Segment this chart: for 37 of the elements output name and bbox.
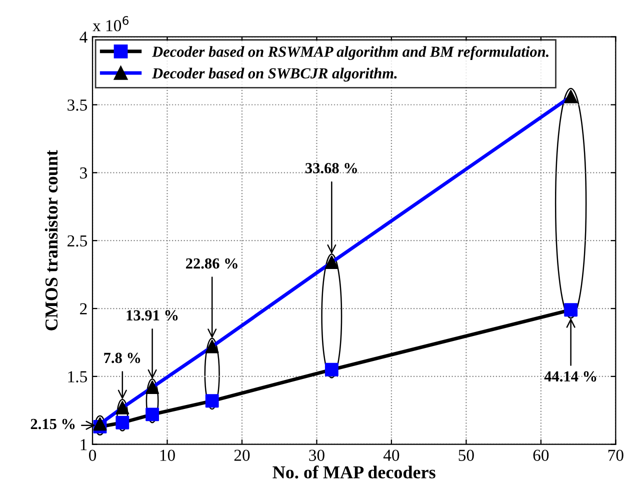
x-tick-label: 30 (309, 450, 324, 461)
x-tick-label: 20 (234, 450, 250, 461)
point (324, 362, 338, 376)
y-tick-label: 4 (80, 32, 88, 43)
annotation: 33.68 % (306, 162, 357, 174)
point (564, 90, 578, 104)
annotation: 22.86 % (186, 258, 238, 269)
point (205, 340, 219, 354)
point (324, 256, 338, 270)
point (564, 303, 578, 317)
x-tick-label: 10 (160, 450, 175, 461)
legend-label: Decoder based on RSWMAP algorithm and BM reformulation. (152, 46, 548, 60)
y-tick-label: 3 (80, 167, 87, 179)
y-axis-title: CMOS transistor count (44, 150, 58, 330)
x-tick-label: 0 (88, 450, 96, 461)
y-tick-label: 2 (80, 303, 87, 314)
x-axis-title: No. of MAP decoders (272, 466, 436, 479)
annotation: 7.8 % (104, 352, 140, 364)
point (116, 416, 130, 430)
point (146, 380, 160, 394)
x-tick-label: 70 (608, 450, 624, 461)
annotation: 13.91 % (126, 310, 178, 321)
y-tick-label: 1 (80, 439, 87, 450)
y-tick-label: 1.5 (68, 371, 87, 382)
text: x 10$^{6}$ (92, 16, 129, 32)
y-tick-label: 3.5 (68, 99, 87, 111)
x-tick-label: 50 (458, 450, 474, 461)
annotation: 44.14 % (544, 371, 596, 382)
point (93, 417, 107, 431)
legend-label: Decoder based on SWBCJR algorithm. (152, 68, 397, 82)
y-tick-label: 2.5 (68, 235, 87, 247)
annotation: 2.15 % (30, 418, 75, 430)
x-tick-label: 60 (533, 450, 549, 461)
point (205, 394, 219, 408)
point (146, 408, 160, 422)
x-tick-label: 40 (383, 450, 400, 461)
point (116, 400, 130, 414)
